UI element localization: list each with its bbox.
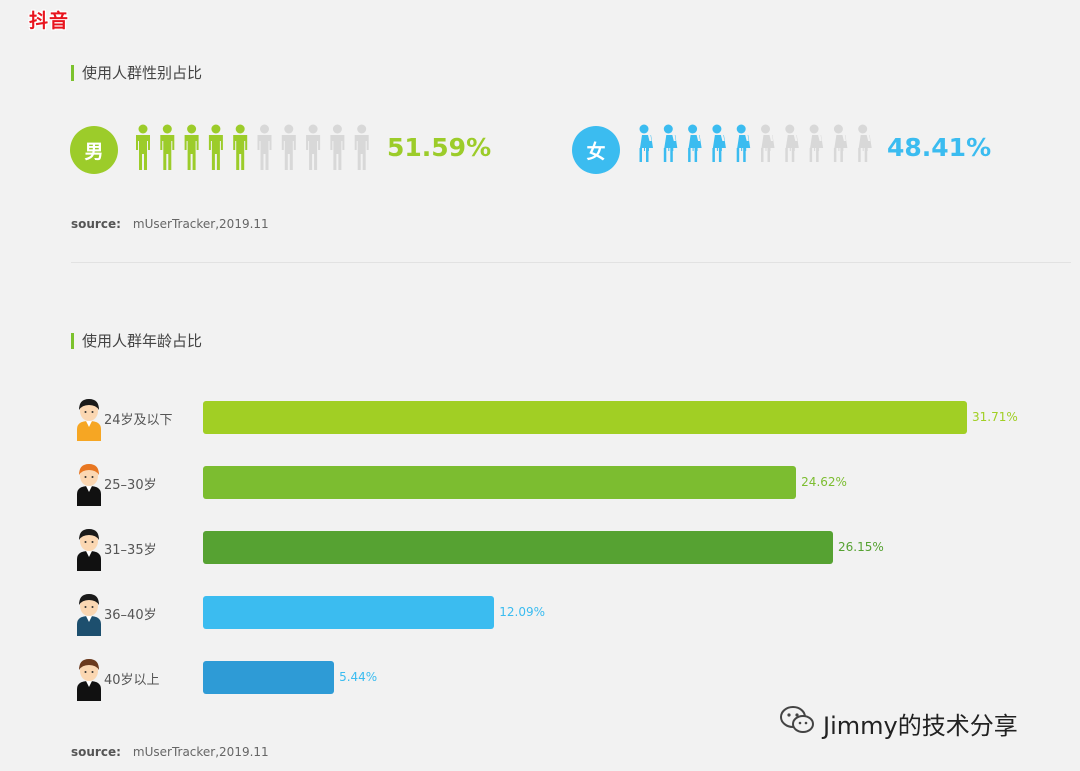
male-person-icon — [306, 124, 321, 170]
watermark: Jimmy的技术分享 — [779, 705, 1018, 741]
age-source: source: mUserTracker,2019.11 — [71, 745, 269, 759]
age-bar — [203, 661, 335, 694]
female-badge: 女 — [572, 126, 620, 174]
age-source-label: source: — [71, 745, 121, 759]
age-source-text: mUserTracker,2019.11 — [132, 745, 269, 759]
age-avatar-icon — [74, 527, 104, 571]
male-person-icon — [257, 124, 272, 170]
female-person-icon — [663, 124, 678, 162]
age-avatar-icon — [74, 657, 104, 701]
male-percent: 51.59% — [387, 133, 492, 162]
female-person-icon — [833, 124, 848, 162]
gender-source-text: mUserTracker,2019.11 — [132, 217, 269, 231]
age-avatar-icon — [74, 462, 104, 506]
age-bar-value-label: 12.09% — [499, 605, 546, 619]
age-bar — [203, 466, 797, 499]
female-percent: 48.41% — [887, 133, 992, 162]
female-person-icon — [858, 124, 872, 162]
brand-logo-text: 抖音 — [29, 10, 70, 32]
section-divider — [71, 262, 1071, 263]
watermark-text: Jimmy的技术分享 — [823, 711, 1018, 740]
male-badge: 男 — [70, 126, 118, 174]
male-person-icon — [330, 124, 345, 170]
age-avatar-icon — [74, 397, 104, 441]
gender-section-title: 使用人群性别占比 — [71, 65, 202, 81]
age-category-label: 31–35岁 — [104, 543, 157, 558]
male-person-icon — [184, 124, 199, 170]
age-avatar-icon — [74, 592, 104, 636]
female-person-icon — [736, 124, 751, 162]
age-category-label: 40岁以上 — [104, 673, 160, 688]
age-section-title: 使用人群年龄占比 — [71, 333, 202, 349]
male-person-icon — [160, 124, 175, 170]
gender-source: source: mUserTracker,2019.11 — [71, 217, 269, 231]
female-person-icon — [712, 124, 726, 162]
age-bar-value-label: 24.62% — [801, 475, 847, 489]
age-bar-value-label: 26.15% — [838, 540, 884, 554]
male-person-icon — [281, 124, 296, 170]
age-bar-value-label: 31.71% — [972, 410, 1018, 424]
wechat-icon — [779, 705, 815, 741]
female-person-icon — [785, 124, 799, 162]
female-person-icon — [761, 124, 775, 162]
male-person-icon — [136, 124, 150, 170]
age-bar — [203, 596, 495, 629]
age-category-label: 25–30岁 — [104, 478, 157, 493]
male-person-icon — [354, 124, 369, 170]
gender-source-label: source: — [71, 217, 121, 231]
age-category-label: 36–40岁 — [104, 608, 157, 623]
age-category-label: 24岁及以下 — [104, 413, 173, 428]
male-figure-icons — [135, 124, 378, 174]
age-bar — [203, 401, 967, 434]
male-person-icon — [233, 124, 248, 170]
female-person-icon — [639, 124, 653, 162]
age-bar — [203, 531, 834, 564]
age-bar-value-label: 5.44% — [339, 670, 378, 684]
female-person-icon — [809, 124, 824, 162]
female-figure-icons — [636, 124, 879, 174]
female-person-icon — [688, 124, 702, 162]
male-person-icon — [208, 124, 223, 170]
